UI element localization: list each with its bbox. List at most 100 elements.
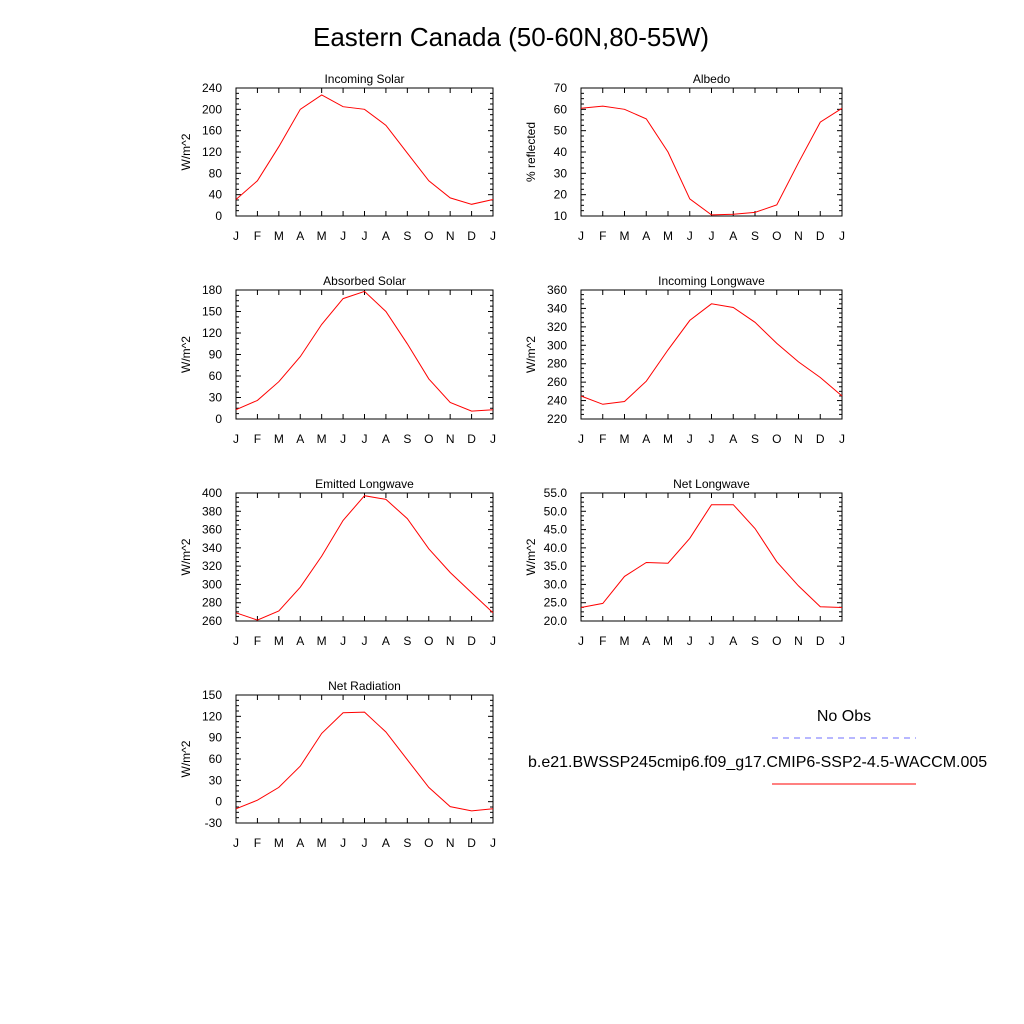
y-tick-label: 280 xyxy=(202,596,222,610)
x-tick-label: M xyxy=(317,229,327,243)
y-tick-label: 240 xyxy=(547,394,567,408)
y-tick-label: 90 xyxy=(209,731,223,745)
x-tick-label: J xyxy=(578,229,584,243)
y-tick-label: 0 xyxy=(215,412,222,426)
x-tick-label: J xyxy=(233,229,239,243)
y-axis-label: W/m^2 xyxy=(179,336,193,373)
panel-title: Absorbed Solar xyxy=(323,274,406,288)
x-tick-label: J xyxy=(490,836,496,850)
y-tick-label: 10 xyxy=(554,209,568,223)
y-axis-label: W/m^2 xyxy=(524,336,538,373)
x-tick-label: J xyxy=(709,634,715,648)
x-tick-label: J xyxy=(233,432,239,446)
x-tick-label: O xyxy=(772,634,781,648)
x-tick-label: S xyxy=(751,634,759,648)
x-tick-label: N xyxy=(446,432,455,446)
x-tick-label: J xyxy=(362,634,368,648)
y-tick-label: 340 xyxy=(202,541,222,555)
x-tick-label: A xyxy=(382,229,390,243)
x-tick-label: A xyxy=(296,634,304,648)
x-tick-label: O xyxy=(424,836,433,850)
x-tick-label: J xyxy=(687,229,693,243)
y-tick-label: 0 xyxy=(215,795,222,809)
x-tick-label: D xyxy=(467,836,476,850)
plot-frame xyxy=(235,694,494,824)
x-tick-label: N xyxy=(446,836,455,850)
y-axis-label: W/m^2 xyxy=(179,740,193,777)
x-tick-label: J xyxy=(362,836,368,850)
panel-emitted-longwave: Emitted Longwave W/m^2 260 280 300 320 340 360 3… xyxy=(179,477,496,648)
y-tick-label: 320 xyxy=(547,320,567,334)
y-tick-label: 200 xyxy=(202,102,222,116)
x-tick-label: J xyxy=(839,432,845,446)
y-tick-label: 50.0 xyxy=(544,504,568,518)
y-tick-label: 300 xyxy=(202,577,222,591)
x-tick-label: O xyxy=(424,229,433,243)
y-tick-label: 35.0 xyxy=(544,559,568,573)
y-tick-label: 260 xyxy=(547,375,567,389)
y-axis-label: % reflected xyxy=(524,122,538,182)
x-tick-label: D xyxy=(816,634,825,648)
x-tick-label: A xyxy=(382,432,390,446)
y-tick-label: 120 xyxy=(202,326,222,340)
x-tick-label: O xyxy=(772,432,781,446)
plot-frame xyxy=(235,492,494,622)
x-tick-label: A xyxy=(382,836,390,850)
x-tick-label: J xyxy=(578,432,584,446)
y-tick-label: 180 xyxy=(202,283,222,297)
x-tick-label: D xyxy=(467,634,476,648)
y-tick-label: 55.0 xyxy=(544,486,568,500)
x-tick-label: J xyxy=(340,836,346,850)
legend: No Obs b.e21.BWSSP245cmip6.f09_g17.CMIP6… xyxy=(528,708,987,785)
series-line xyxy=(580,105,843,216)
y-tick-label: 340 xyxy=(547,301,567,315)
x-tick-label: M xyxy=(620,634,630,648)
y-tick-label: 70 xyxy=(554,81,568,95)
x-tick-label: M xyxy=(274,836,284,850)
y-tick-label: 320 xyxy=(202,559,222,573)
x-tick-label: J xyxy=(490,229,496,243)
x-tick-label: D xyxy=(467,229,476,243)
y-tick-label: 380 xyxy=(202,504,222,518)
x-tick-label: M xyxy=(620,229,630,243)
y-tick-label: 90 xyxy=(209,348,223,362)
x-tick-label: N xyxy=(446,229,455,243)
y-tick-label: 40 xyxy=(554,145,568,159)
x-tick-label: J xyxy=(687,432,693,446)
y-tick-label: 20.0 xyxy=(544,614,568,628)
x-tick-label: A xyxy=(642,634,650,648)
x-tick-label: A xyxy=(729,229,737,243)
y-tick-label: 60 xyxy=(209,752,223,766)
y-tick-label: 45.0 xyxy=(544,523,568,537)
y-tick-label: 120 xyxy=(202,145,222,159)
x-tick-label: J xyxy=(340,432,346,446)
x-tick-label: N xyxy=(446,634,455,648)
panel-title: Incoming Solar xyxy=(324,72,404,86)
x-tick-label: J xyxy=(490,432,496,446)
y-tick-label: 360 xyxy=(202,523,222,537)
x-tick-label: M xyxy=(663,634,673,648)
legend-model-label: b.e21.BWSSP245cmip6.f09_g17.CMIP6-SSP2-4… xyxy=(528,754,987,771)
series-line xyxy=(580,504,843,608)
x-tick-label: O xyxy=(424,634,433,648)
x-tick-label: O xyxy=(772,229,781,243)
panel-title: Net Radiation xyxy=(328,679,401,693)
x-tick-label: J xyxy=(839,634,845,648)
y-tick-label: 120 xyxy=(202,709,222,723)
x-tick-label: S xyxy=(403,836,411,850)
x-tick-label: F xyxy=(599,432,606,446)
x-tick-label: J xyxy=(233,634,239,648)
y-axis-label: W/m^2 xyxy=(524,538,538,575)
y-tick-label: 40.0 xyxy=(544,541,568,555)
y-tick-label: 300 xyxy=(547,338,567,352)
x-tick-label: O xyxy=(424,432,433,446)
y-tick-label: 50 xyxy=(554,124,568,138)
series-line xyxy=(235,495,494,621)
x-tick-label: N xyxy=(794,229,803,243)
x-tick-label: F xyxy=(599,634,606,648)
x-tick-label: S xyxy=(403,634,411,648)
y-tick-label: 220 xyxy=(547,412,567,426)
x-tick-label: A xyxy=(382,634,390,648)
series-line xyxy=(235,290,494,412)
